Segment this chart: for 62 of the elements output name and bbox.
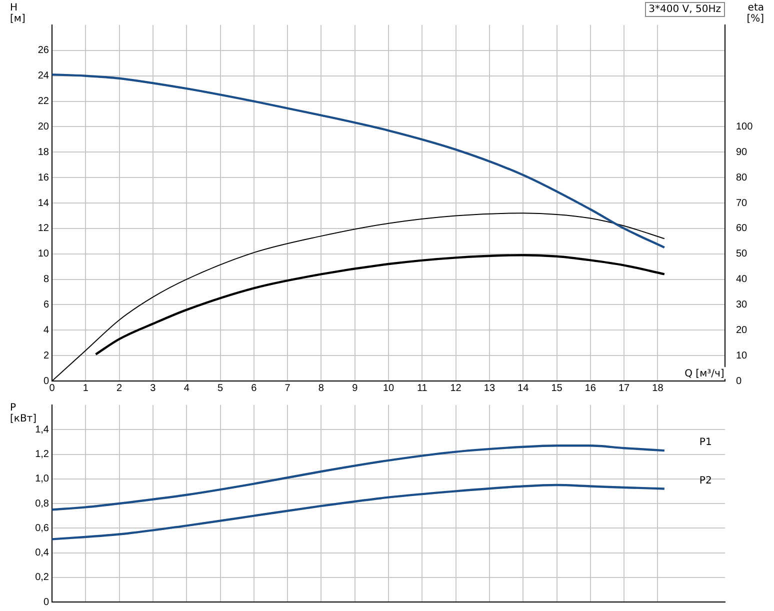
y-tick-label: 1,2: [35, 449, 50, 460]
y-tick-label: 22: [38, 96, 50, 108]
y-tick-label: 18: [38, 146, 50, 158]
x-tick-label: 17: [618, 382, 630, 394]
y-tick-label: 0: [43, 596, 50, 608]
x-tick-label: 5: [217, 382, 224, 394]
y-tick-label: 0,8: [35, 498, 50, 510]
y-tick-label: 8: [43, 274, 50, 286]
y2-axis-title: eta [%]: [746, 2, 764, 25]
line-series: [52, 73, 666, 249]
x-tick-label: 14: [518, 382, 530, 394]
y2-tick-label: 40: [736, 274, 748, 286]
y2-tick-label: 20: [736, 324, 748, 336]
x-tick-label: 15: [551, 382, 563, 394]
x-tick-label: 3: [150, 382, 156, 394]
y2-tick-label: 100: [736, 121, 754, 132]
y-tick-label: 0,4: [35, 548, 50, 558]
y-tick-label: 14: [38, 198, 50, 209]
y-tick-label: 24: [38, 70, 50, 82]
x-tick-label: 18: [652, 382, 664, 394]
y-tick-label: 20: [38, 121, 50, 132]
y2-tick-label: 90: [736, 146, 748, 158]
y-axis-title: P [кВт]: [10, 402, 37, 425]
y-tick-label: 1,4: [35, 424, 50, 436]
y2-tick-label: 50: [736, 248, 748, 260]
x-axis-title: Q [м³/ч]: [684, 368, 724, 380]
x-tick-label: 1: [82, 382, 89, 394]
y2-tick-label: 0: [736, 376, 742, 387]
y-tick-label: 0,6: [35, 522, 50, 534]
y-tick-label: 0: [43, 376, 50, 387]
x-tick-label: 10: [382, 382, 394, 394]
x-tick-label: 13: [484, 382, 496, 394]
x-tick-label: 9: [352, 382, 358, 394]
y-tick-label: 1,0: [35, 474, 50, 485]
x-tick-label: 6: [251, 382, 258, 394]
y-tick-label: 0,2: [35, 572, 50, 584]
y-tick-label: 4: [43, 324, 50, 336]
y-tick-label: 10: [38, 248, 50, 260]
chart-title: 3*400 V, 50Hz: [644, 2, 725, 17]
x-tick-label: 7: [284, 382, 291, 394]
y2-tick-label: 80: [736, 172, 748, 184]
line-series: [52, 444, 666, 511]
line-series: [94, 254, 666, 356]
text: P1: [699, 437, 712, 448]
y-tick-label: 6: [43, 299, 50, 310]
y-axis-title: H [м]: [10, 2, 26, 25]
line-series: [52, 484, 666, 540]
x-tick-label: 2: [116, 382, 123, 394]
x-tick-label: 12: [450, 382, 462, 394]
x-tick-label: 11: [416, 382, 428, 394]
y2-tick-label: 30: [736, 299, 748, 310]
y-tick-label: 12: [38, 223, 50, 234]
text: P2: [699, 475, 712, 486]
y-tick-label: 2: [43, 350, 50, 362]
y2-tick-label: 70: [736, 198, 748, 209]
x-tick-label: 8: [318, 382, 324, 394]
x-tick-label: 4: [184, 382, 190, 394]
y-tick-label: 26: [38, 45, 50, 56]
y2-tick-label: 60: [736, 223, 748, 234]
y-tick-label: 16: [38, 172, 50, 184]
y2-tick-label: 10: [736, 350, 748, 362]
x-tick-label: 16: [584, 382, 596, 394]
